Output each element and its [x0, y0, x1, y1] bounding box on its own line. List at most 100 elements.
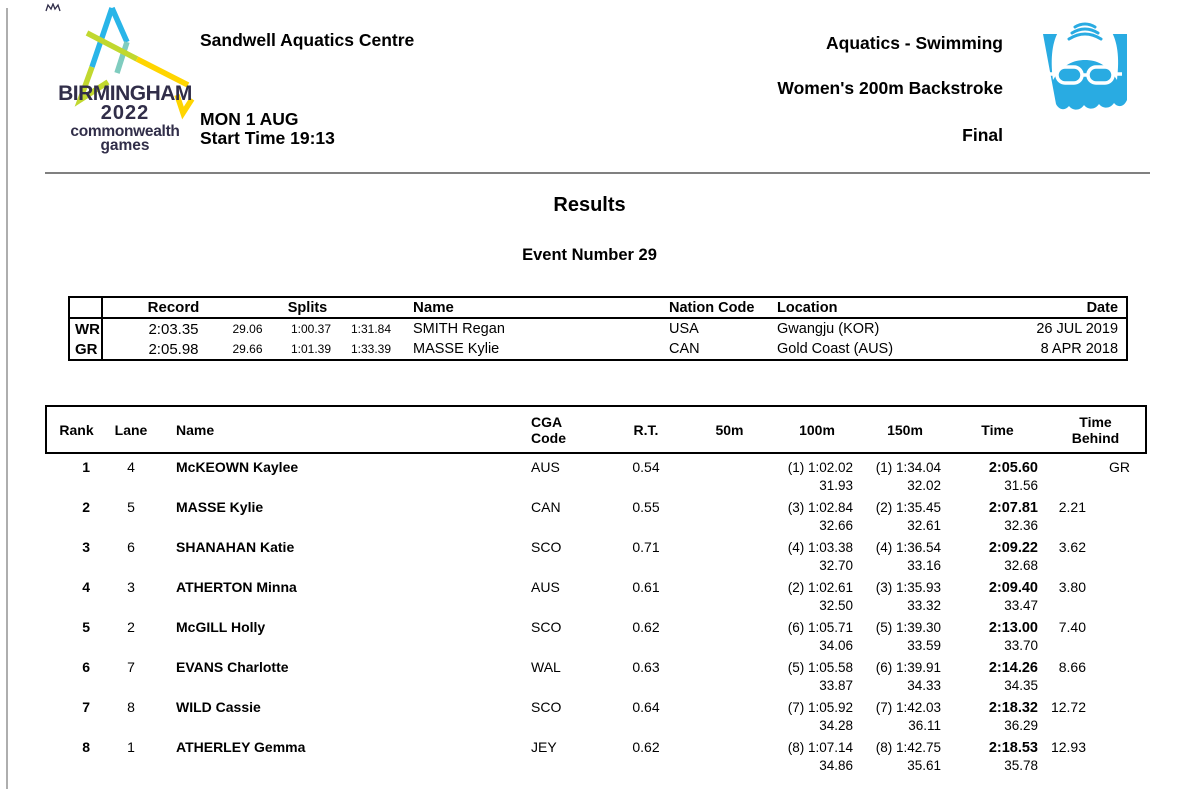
- result-row-rt: 0.54: [632, 459, 660, 475]
- result-row-lane: 1: [127, 739, 135, 755]
- record-row-location: Gwangju (KOR): [777, 321, 880, 337]
- goggles-shape: [1048, 65, 1122, 85]
- results-header-cga-code: CGA Code: [521, 405, 606, 454]
- record-row-s1: 29.06: [232, 322, 263, 336]
- result-row-rt: 0.62: [632, 739, 660, 755]
- result-row-time: 2:09.40 33.47: [988, 580, 1038, 613]
- result-row-name: SHANAHAN Katie: [176, 539, 295, 555]
- results-header-lane: Lane: [106, 405, 156, 454]
- result-row-m50: [686, 534, 773, 574]
- cap-seam-lines: [1067, 22, 1103, 41]
- result-row-cga: SCO: [531, 619, 562, 635]
- discipline-title: Aquatics - Swimming: [826, 33, 1003, 53]
- result-row-m100: (7) 1:05.92 34.28: [787, 700, 853, 733]
- result-row-behind: 3.80: [1058, 579, 1086, 595]
- result-row-m150: (2) 1:35.45 32.61: [875, 500, 941, 533]
- result-row-name: ATHERLEY Gemma: [176, 739, 306, 755]
- result-row-lane: 6: [127, 539, 135, 555]
- result-row: 6 7 EVANS Charlotte WAL 0.63 (5) 1:05.58 33.87…: [46, 654, 1146, 694]
- header-divider-line: [45, 172, 1150, 174]
- result-row-cga: AUS: [531, 459, 560, 475]
- result-row-cga: SCO: [531, 539, 562, 555]
- record-row-nation: USA: [669, 321, 699, 337]
- record-row-record: 2:03.35: [148, 320, 199, 338]
- result-row-lane: 8: [127, 699, 135, 715]
- logo-city-text: BIRMINGHAM: [58, 82, 192, 105]
- result-row-rank: 5: [82, 619, 90, 635]
- result-row: 1 4 McKEOWN Kaylee AUS 0.54 (1) 1:02.02 31.93 (…: [46, 453, 1146, 494]
- page-title: Results: [553, 194, 626, 216]
- result-row-rank: 4: [82, 579, 90, 595]
- record-row-s1: 29.66: [232, 342, 263, 356]
- logo-stroke-lime: [85, 30, 139, 62]
- result-row-rt: 0.71: [632, 539, 660, 555]
- results-header-row: Rank Lane Name CGA Code R.T. 50m 100m 15…: [45, 405, 1147, 454]
- result-row-lane: 5: [127, 499, 135, 515]
- records-header-splits: Splits: [287, 299, 328, 316]
- record-row-tag: GR: [69, 339, 103, 360]
- result-row-lane: 4: [127, 459, 135, 475]
- birmingham-2022-logo: BIRMINGHAM 2022 commonwealth games: [45, 3, 205, 155]
- record-row-s3: 1:33.39: [350, 342, 392, 356]
- records-header-record: Record: [147, 299, 200, 316]
- result-row-rt: 0.63: [632, 659, 660, 675]
- result-row-m100: (8) 1:07.14 34.86: [787, 740, 853, 773]
- record-row-tag: WR: [69, 318, 103, 339]
- logo-games-text: games: [100, 137, 150, 154]
- results-header-time: Time: [949, 405, 1046, 454]
- logo-commonwealth-text: commonwealth: [70, 123, 180, 140]
- result-row-m150: (4) 1:36.54 33.16: [875, 540, 941, 573]
- record-row-date: 8 APR 2018: [1040, 341, 1119, 357]
- crown-icon: [45, 3, 61, 12]
- record-row-name: SMITH Regan: [413, 321, 505, 337]
- page-edge-line: [6, 8, 8, 789]
- result-row-behind: 12.93: [1050, 739, 1086, 755]
- logo-stroke-teal: [114, 41, 130, 74]
- result-row-rank: 1: [82, 459, 90, 475]
- results-header-rank: Rank: [45, 405, 106, 454]
- result-row-time: 2:13.00 33.70: [988, 620, 1038, 653]
- result-row-time: 2:07.81 32.36: [988, 500, 1038, 533]
- result-row-name: WILD Cassie: [176, 699, 261, 715]
- records-header-row: Record Splits Name Nation Code Location …: [69, 297, 1128, 318]
- result-row-rank: 7: [82, 699, 90, 715]
- venue-name: Sandwell Aquatics Centre: [200, 30, 415, 50]
- result-row-behind: 8.66: [1058, 659, 1086, 675]
- result-row-m100: (3) 1:02.84 32.66: [787, 500, 853, 533]
- event-number-title: Event Number 29: [522, 246, 657, 264]
- result-row-time: 2:09.22 32.68: [988, 540, 1038, 573]
- result-row-rt: 0.62: [632, 619, 660, 635]
- result-row-rank: 2: [82, 499, 90, 515]
- results-header-time-behind: Time Behind: [1046, 405, 1147, 454]
- result-row-m100: (2) 1:02.61 32.50: [787, 580, 853, 613]
- logo-year-text: 2022: [100, 102, 150, 124]
- result-row-rank: 6: [82, 659, 90, 675]
- result-row-rt: 0.64: [632, 699, 660, 715]
- result-row-m100: (4) 1:03.38 32.70: [787, 540, 853, 573]
- phase-title: Final: [962, 125, 1003, 145]
- results-header-50m: 50m: [686, 405, 773, 454]
- session-start-time: Start Time 19:13: [200, 128, 335, 148]
- result-row-time: 2:14.26 34.35: [988, 660, 1038, 693]
- result-row-behind: 7.40: [1058, 619, 1086, 635]
- result-row-cga: JEY: [531, 739, 557, 755]
- results-header-reaction-time: R.T.: [606, 405, 686, 454]
- result-row: 8 1 ATHERLEY Gemma JEY 0.62 (8) 1:07.14 34.86 (…: [46, 734, 1146, 774]
- result-row-time: 2:18.32 36.29: [988, 700, 1038, 733]
- swim-cap-shape: [1051, 16, 1119, 80]
- result-row-behind: 12.72: [1050, 699, 1086, 715]
- records-header-name: Name: [413, 299, 454, 316]
- result-row-m150: (5) 1:39.30 33.59: [875, 620, 941, 653]
- result-row-rt: 0.61: [632, 579, 660, 595]
- records-header-location: Location: [777, 299, 838, 316]
- records-header-date: Date: [1086, 299, 1119, 316]
- result-row-name: McGILL Holly: [176, 619, 266, 635]
- result-row-m150: (3) 1:35.93 33.32: [875, 580, 941, 613]
- record-row-s2: 1:00.37: [290, 322, 332, 336]
- result-row-cga: SCO: [531, 699, 562, 715]
- result-row-name: McKEOWN Kaylee: [176, 459, 299, 475]
- result-row-m50: [686, 453, 773, 494]
- result-row-cga: WAL: [531, 659, 561, 675]
- swimming-pictogram-icon: [1040, 12, 1130, 129]
- record-row-s2: 1:01.39: [290, 342, 332, 356]
